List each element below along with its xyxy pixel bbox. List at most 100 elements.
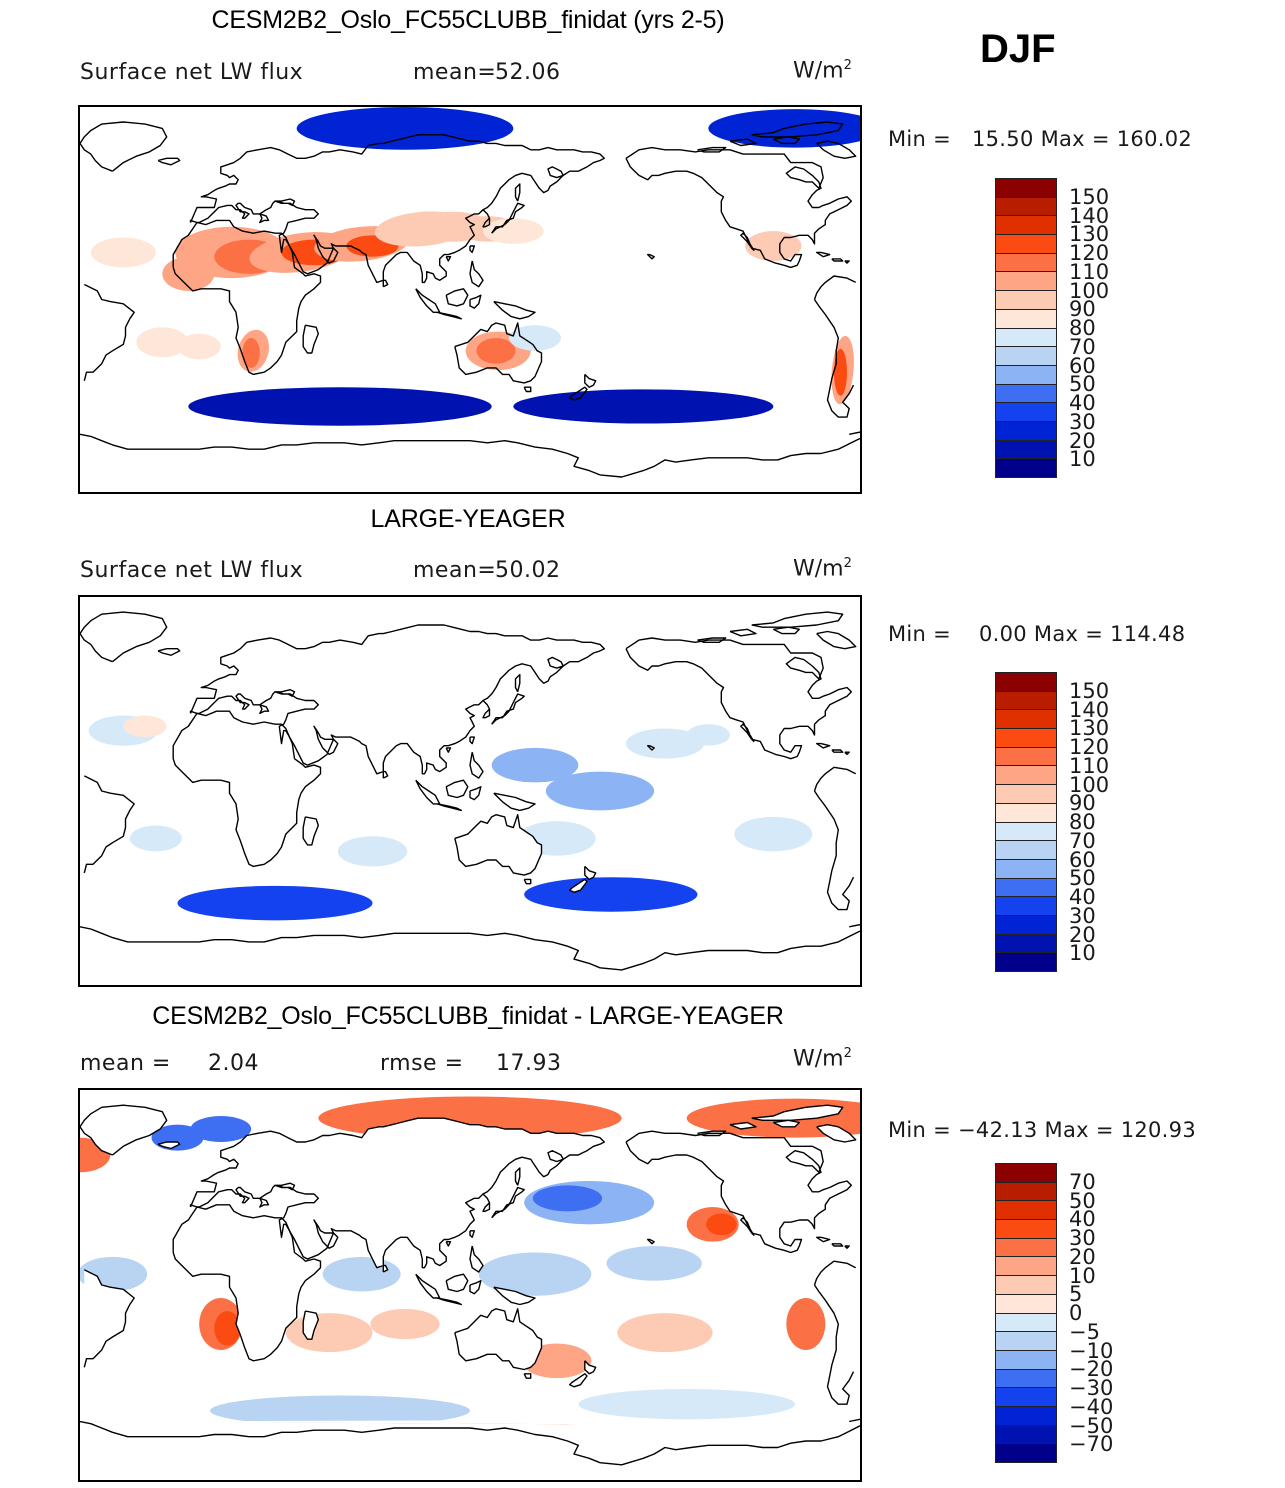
colorbar-band [996, 803, 1056, 823]
colorbar-tick-label: 20 [1069, 1244, 1096, 1269]
map-canvas [80, 1096, 860, 1480]
colorbar-band [996, 291, 1056, 310]
colorbar-band [996, 1332, 1056, 1351]
colorbar-band [996, 253, 1056, 273]
colorbar-band [996, 915, 1056, 935]
colorbar-band [996, 766, 1056, 786]
max-label-diff: Max = [1044, 1118, 1114, 1142]
colorbar-band [996, 1164, 1056, 1183]
colorbar-tick-label: 90 [1069, 791, 1096, 816]
colorbar-tick-label: −50 [1069, 1413, 1114, 1438]
colorbar-band [996, 1238, 1056, 1258]
colorbar-band [996, 934, 1056, 954]
colorbar-band [996, 841, 1056, 860]
colorbar-band [996, 822, 1056, 842]
minmax-model: Min = 15.50 Max = 160.02 [888, 127, 1192, 151]
minmax-diff: Min = −42.13 Max = 120.93 [888, 1118, 1196, 1142]
rmse-label-diff: rmse = [380, 1051, 464, 1076]
colorbar-band [996, 710, 1056, 730]
units-text: W/m [793, 1046, 844, 1072]
colorbar-band [996, 272, 1056, 292]
colorbar-tick-label: 100 [1069, 772, 1110, 797]
units-exponent: 2 [843, 1046, 852, 1061]
stat-value-model: 52.06 [495, 60, 561, 85]
coastlines [80, 611, 860, 971]
colorbar-tick-label: 120 [1069, 735, 1110, 759]
colorbar-tick-label: 120 [1069, 241, 1110, 265]
coastlines [80, 1104, 860, 1466]
colorbar-tick-label: 10 [1069, 941, 1096, 966]
colorbar-band [996, 1201, 1056, 1221]
map-canvas [80, 107, 860, 478]
min-value-model: 15.50 [971, 127, 1034, 151]
colorbar-tick-label: 50 [1069, 372, 1096, 397]
colorbar-tick-label: −30 [1069, 1376, 1114, 1400]
min-label-model: Min = [888, 127, 952, 151]
colorbar-band [996, 1388, 1056, 1407]
colorbar-tick-label: 40 [1069, 1207, 1096, 1232]
colorbar-tick-label: −40 [1069, 1394, 1114, 1419]
map-panel-obs[interactable] [78, 595, 862, 987]
panel-title-model: CESM2B2_Oslo_FC55CLUBB_finidat (yrs 2-5) [211, 6, 725, 34]
coastlines [80, 121, 860, 478]
colorbar-bands [995, 672, 1057, 972]
colorbar-tick-label: 40 [1069, 391, 1096, 415]
field-label-obs: Surface net LW flux [80, 558, 304, 583]
min-label-diff: Min = [888, 1118, 952, 1142]
colorbar-bands [995, 1163, 1057, 1463]
map-canvas [80, 611, 860, 985]
colorbar-tick-label: 70 [1069, 828, 1096, 853]
colorbar-tick-label: 50 [1069, 1188, 1096, 1213]
land-mask [80, 612, 860, 985]
colorbar-band [996, 347, 1056, 366]
colorbar-band [996, 309, 1056, 329]
map-panel-model[interactable] [78, 105, 862, 494]
colorbar-tick-label: 60 [1069, 353, 1096, 378]
colorbar-band [996, 897, 1056, 916]
colorbar-difference: 70 50 40 30 20 10 5 0 −5 −10 −20 −30 −40 −50 −70 [995, 1163, 1113, 1463]
map-panel-diff[interactable] [78, 1088, 862, 1482]
colorbar-band [996, 328, 1056, 348]
min-label-obs: Min = [888, 622, 952, 646]
colorbar-tick-label: 90 [1069, 297, 1096, 322]
rmse-value-diff: 17.93 [496, 1051, 562, 1076]
max-value-obs: 114.48 [1110, 622, 1186, 646]
colorbar-band [996, 1406, 1056, 1426]
units-obs: W/m2 [793, 556, 852, 581]
colorbar-band [996, 403, 1056, 422]
colorbar-band [996, 747, 1056, 767]
stat-label-model: mean= [413, 60, 497, 85]
stat-value-obs: 50.02 [495, 558, 561, 583]
colorbar-bands [995, 178, 1057, 478]
colorbar-band [996, 859, 1056, 879]
colorbar-tick-label: 40 [1069, 885, 1096, 909]
colorbar-band [996, 673, 1056, 692]
colorbar-tick-label: 100 [1069, 278, 1110, 303]
colorbar-band [996, 1276, 1056, 1295]
colorbar-tick-label: −70 [1069, 1432, 1114, 1457]
colorbar-band [996, 953, 1056, 971]
panel-title-obs: LARGE-YEAGER [370, 505, 566, 533]
colorbar-band [996, 878, 1056, 898]
colorbar-tick-label: 110 [1069, 259, 1110, 284]
minmax-obs: Min = 0.00 Max = 114.48 [888, 622, 1185, 646]
colorbar-tick-label: 80 [1069, 810, 1096, 834]
colorbar-tick-label: 70 [1069, 1169, 1096, 1194]
mean-label-diff: mean = [80, 1051, 171, 1076]
units-text: W/m [793, 58, 844, 84]
colorbar-tick-label: 30 [1069, 409, 1096, 434]
season-label: DJF [980, 27, 1056, 71]
colorbar-tick-label: 150 [1069, 678, 1110, 703]
colorbar-band [996, 235, 1056, 254]
colorbar-tick-label: −5 [1069, 1319, 1100, 1344]
colorbar-band [996, 216, 1056, 236]
colorbar-tick-label: 60 [1069, 847, 1096, 872]
colorbar-band [996, 1257, 1056, 1277]
max-value-diff: 120.93 [1120, 1118, 1196, 1142]
colorbar-tick-label: 30 [1069, 903, 1096, 928]
colorbar-tick-label: 110 [1069, 753, 1110, 778]
colorbar-absolute-middle: 150 140 130 120 110 100 90 80 70 60 50 40 30 20 10 [995, 672, 1109, 972]
colorbar-band [996, 1294, 1056, 1314]
units-exponent: 2 [843, 556, 852, 571]
